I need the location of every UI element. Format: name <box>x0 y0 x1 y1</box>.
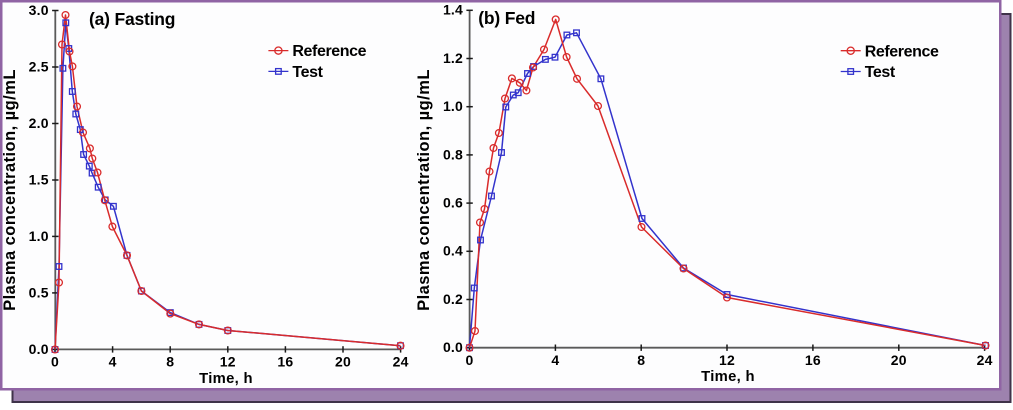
svg-text:4: 4 <box>109 354 117 370</box>
svg-text:0.0: 0.0 <box>443 339 463 355</box>
svg-text:2.0: 2.0 <box>29 115 49 131</box>
svg-text:24: 24 <box>393 354 409 370</box>
svg-text:Reference: Reference <box>865 43 939 60</box>
svg-text:0.8: 0.8 <box>443 146 463 162</box>
svg-text:Reference: Reference <box>292 43 366 60</box>
svg-text:16: 16 <box>277 354 293 370</box>
svg-text:1.2: 1.2 <box>443 50 463 66</box>
svg-text:Time, h: Time, h <box>199 371 253 387</box>
svg-text:0.6: 0.6 <box>443 195 463 211</box>
svg-text:(a) Fasting: (a) Fasting <box>89 9 175 29</box>
svg-text:2.5: 2.5 <box>29 58 49 74</box>
svg-text:20: 20 <box>891 352 907 368</box>
svg-text:8: 8 <box>166 354 174 370</box>
svg-text:0: 0 <box>466 352 474 368</box>
svg-text:12: 12 <box>220 354 236 370</box>
svg-text:0: 0 <box>51 354 59 370</box>
svg-text:4: 4 <box>551 352 559 368</box>
svg-text:3.0: 3.0 <box>29 2 49 18</box>
svg-text:(b) Fed: (b) Fed <box>478 8 535 28</box>
svg-text:0.0: 0.0 <box>29 341 49 357</box>
svg-text:1.0: 1.0 <box>29 228 49 244</box>
svg-text:0.5: 0.5 <box>29 284 49 300</box>
svg-text:Time, h: Time, h <box>701 369 755 385</box>
svg-text:8: 8 <box>637 352 645 368</box>
svg-text:20: 20 <box>335 354 351 370</box>
svg-text:Plasma concentration, µg/mL: Plasma concentration, µg/mL <box>415 69 433 311</box>
svg-text:12: 12 <box>719 352 735 368</box>
svg-text:Test: Test <box>865 64 896 81</box>
svg-text:16: 16 <box>805 352 821 368</box>
svg-text:24: 24 <box>977 352 993 368</box>
svg-text:1.5: 1.5 <box>29 171 49 187</box>
svg-text:Test: Test <box>292 64 323 81</box>
svg-text:1.0: 1.0 <box>443 98 463 114</box>
svg-text:Plasma concentration, µg/mL: Plasma concentration, µg/mL <box>1 69 19 311</box>
svg-text:0.4: 0.4 <box>443 243 463 259</box>
svg-text:1.4: 1.4 <box>443 2 463 18</box>
svg-text:0.2: 0.2 <box>443 291 463 307</box>
